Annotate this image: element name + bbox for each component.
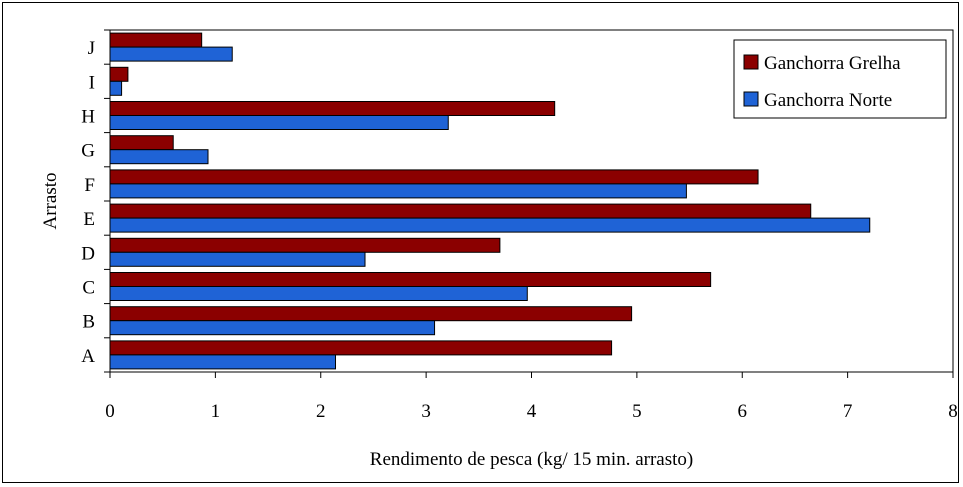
x-tick-label-4: 4 [527,401,537,422]
y-tick-label-J: J [88,38,95,59]
bar-norte-E [109,217,871,233]
bar-grelha-J [109,32,203,48]
y-tick-label-C: C [82,278,95,299]
x-tick-label-3: 3 [421,401,431,422]
x-tick-label-6: 6 [738,401,748,422]
y-axis-title: Arrasto [40,173,61,230]
y-tick-label-G: G [81,141,95,162]
legend-label-grelha: Ganchorra Grelha [764,53,901,74]
bar-norte-H [109,115,449,130]
bar-norte-A [109,354,337,370]
y-tick-label-D: D [81,243,95,264]
x-axis-title: Rendimento de pesca (kg/ 15 min. arrasto… [370,449,693,470]
bar-grelha-A [109,340,613,356]
bar-grelha-E [109,203,812,219]
legend-label-norte: Ganchorra Norte [764,90,892,111]
bar-norte-C [109,286,528,301]
legend-swatch-grelha [743,54,759,70]
x-tick-label-2: 2 [316,401,326,422]
bar-grelha-F [109,169,759,185]
legend-box [733,39,947,119]
y-tick-label-I: I [89,72,95,93]
bar-grelha-I [109,66,129,82]
bar-norte-D [109,251,366,267]
bar-grelha-H [109,101,556,116]
bar-norte-G [109,149,209,165]
x-tick-label-1: 1 [211,401,221,422]
bar-norte-F [109,183,687,199]
bars-group [109,32,871,370]
x-tick-label-7: 7 [843,401,853,422]
y-tick-label-B: B [82,312,95,333]
bar-norte-I [109,80,123,96]
y-tick-label-A: A [81,346,95,367]
legend: Ganchorra Grelha Ganchorra Norte [733,39,947,119]
bar-norte-B [109,320,436,336]
x-tick-label-8: 8 [948,401,958,422]
bar-grelha-G [109,135,174,151]
bar-norte-J [109,46,233,62]
bar-grelha-D [109,237,501,253]
y-tick-label-H: H [81,107,95,128]
legend-swatch-norte [743,91,759,107]
bar-grelha-C [109,272,712,287]
x-tick-label-5: 5 [632,401,642,422]
y-tick-label-E: E [83,209,95,230]
bar-grelha-B [109,306,633,322]
x-tick-label-0: 0 [105,401,115,422]
y-tick-label-F: F [84,175,95,196]
